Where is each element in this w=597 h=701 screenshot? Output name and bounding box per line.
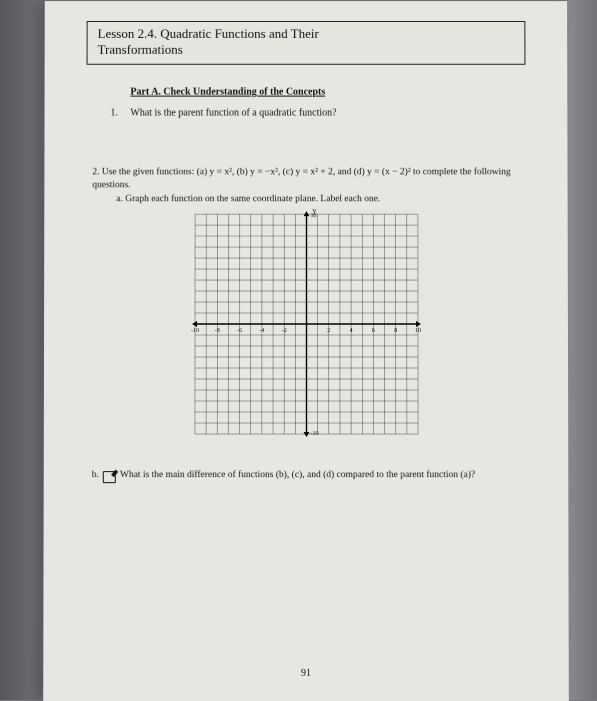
question-1-number: 1.	[110, 108, 130, 119]
lesson-title-box: Lesson 2.4. Quadratic Functions and Thei…	[87, 21, 526, 65]
svg-text:-8: -8	[214, 328, 219, 334]
question-2b-letter: b.	[92, 470, 99, 480]
svg-text:-2: -2	[281, 328, 286, 334]
lesson-title-line1: Lesson 2.4. Quadratic Functions and Thei…	[98, 26, 515, 42]
svg-text:-4: -4	[259, 328, 264, 334]
question-1-text: What is the parent function of a quadrat…	[130, 108, 336, 119]
svg-text:-10: -10	[310, 431, 318, 437]
svg-text:8: 8	[394, 328, 397, 334]
question-2b: b. What is the main difference of functi…	[92, 470, 526, 482]
question-2a-text: a. Graph each function on the same coord…	[116, 194, 525, 204]
worksheet-page: Lesson 2.4. Quadratic Functions and Thei…	[43, 1, 569, 701]
grid-svg: -10-8-6-4-224681010-10xy	[188, 208, 423, 440]
svg-text:-6: -6	[237, 328, 242, 334]
svg-text:y: y	[312, 208, 316, 215]
svg-text:6: 6	[371, 328, 374, 334]
question-1: 1. What is the parent function of a quad…	[110, 108, 525, 119]
svg-text:10: 10	[414, 328, 420, 334]
background-shade-left	[0, 0, 44, 700]
coordinate-plane: -10-8-6-4-224681010-10xy	[86, 208, 526, 440]
write-icon	[103, 471, 116, 483]
page-number: 91	[43, 668, 569, 679]
svg-text:4: 4	[349, 328, 352, 334]
background-shade-right	[568, 0, 597, 700]
svg-text:2: 2	[327, 328, 330, 334]
lesson-title-line2: Transformations	[98, 42, 515, 58]
svg-text:-10: -10	[191, 328, 199, 334]
part-a-heading: Part A. Check Understanding of the Conce…	[130, 87, 525, 98]
question-2-intro: 2. Use the given functions: (a) y = x², …	[92, 166, 525, 192]
question-2b-text: What is the main difference of functions…	[120, 470, 526, 480]
